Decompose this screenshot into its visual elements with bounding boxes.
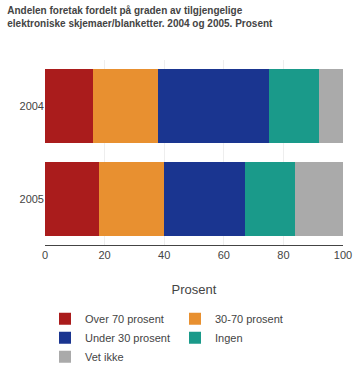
svg-text:20: 20 — [98, 249, 110, 261]
svg-text:30-70 prosent: 30-70 prosent — [215, 313, 283, 325]
svg-text:60: 60 — [218, 249, 230, 261]
svg-text:0: 0 — [42, 249, 48, 261]
svg-text:Andelen foretak fordelt på gra: Andelen foretak fordelt på graden av til… — [7, 5, 273, 29]
svg-text:2004: 2004 — [20, 100, 44, 112]
svg-text:2005: 2005 — [20, 193, 44, 205]
svg-text:Vet ikke: Vet ikke — [85, 351, 124, 363]
svg-text:Over 70 prosent: Over 70 prosent — [85, 313, 164, 325]
svg-text:Ingen: Ingen — [215, 332, 243, 344]
svg-text:40: 40 — [158, 249, 170, 261]
svg-text:Under 30 prosent: Under 30 prosent — [85, 332, 170, 344]
svg-text:80: 80 — [277, 249, 289, 261]
svg-text:100: 100 — [334, 249, 352, 261]
svg-text:Prosent: Prosent — [172, 282, 217, 297]
